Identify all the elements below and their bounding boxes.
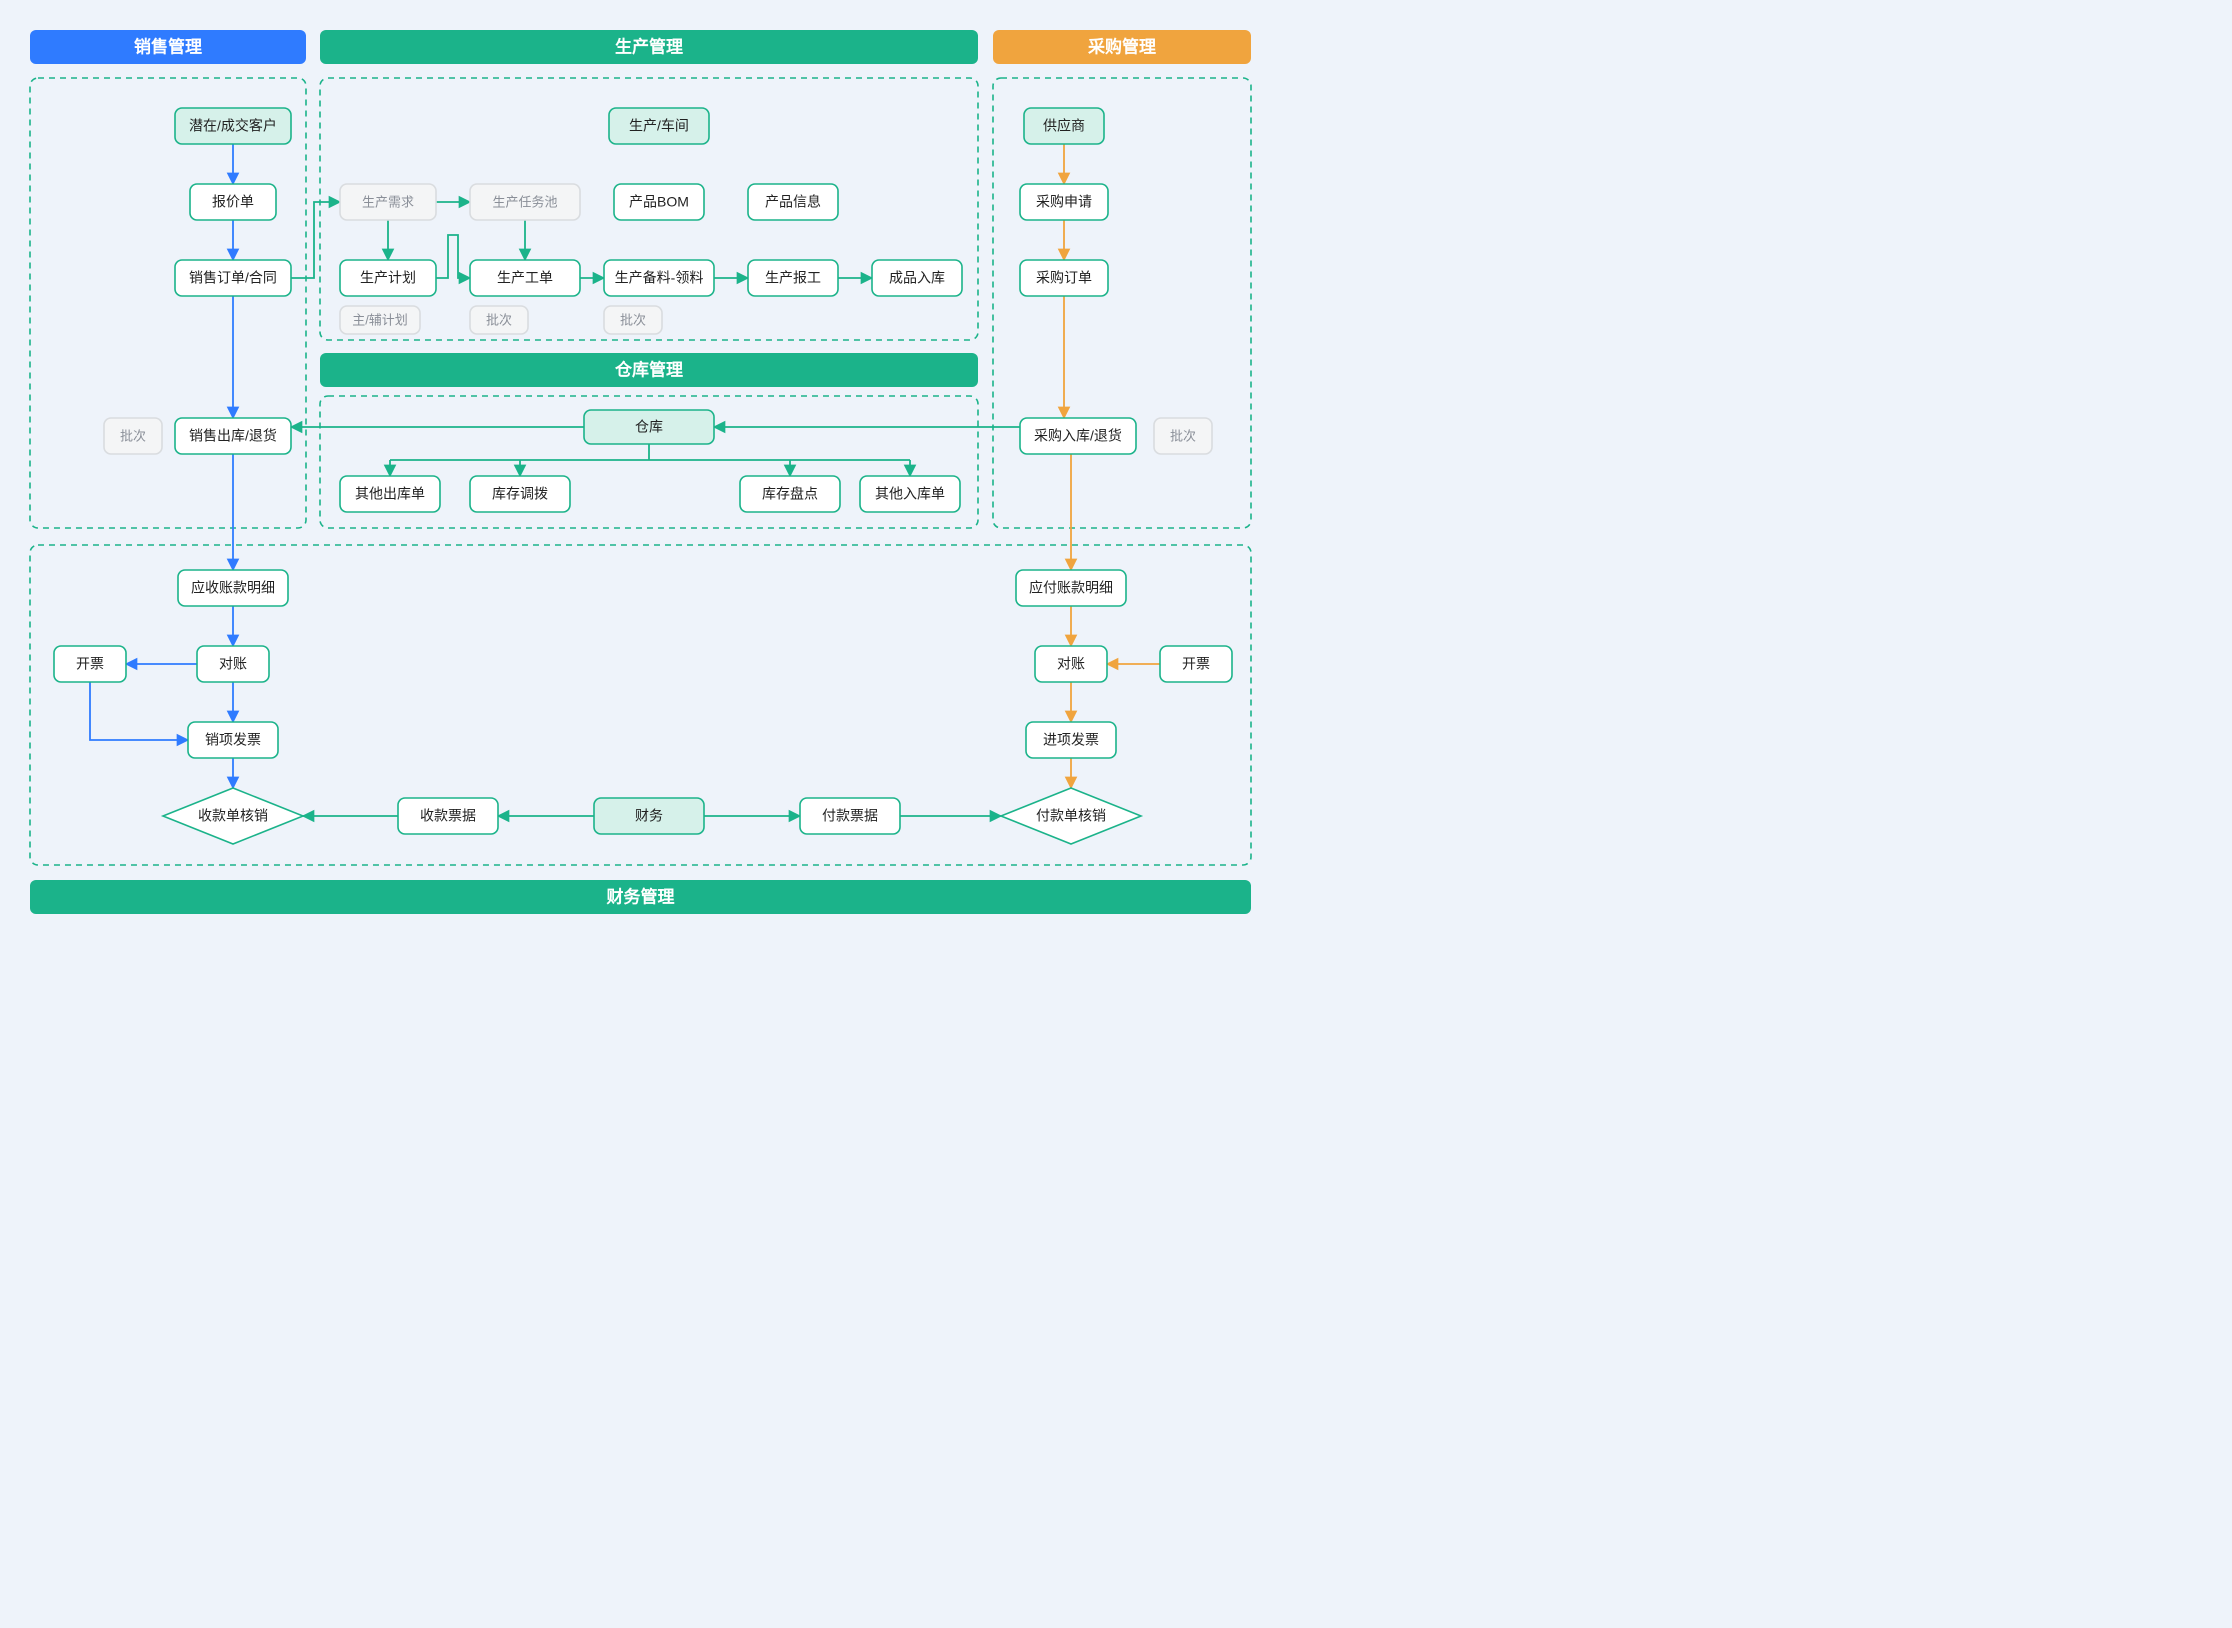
- node-g_batch_p: 批次: [1154, 418, 1212, 454]
- node-sinv: 销项发票: [188, 722, 278, 758]
- node-porder-label: 采购订单: [1036, 270, 1092, 286]
- hdr-prod: 生产管理: [320, 30, 978, 64]
- node-g_plan-label: 主/辅计划: [352, 312, 408, 327]
- hdr-finance: 财务管理: [30, 880, 1251, 914]
- node-quote-label: 报价单: [212, 194, 254, 210]
- node-srec-label: 对账: [219, 656, 247, 672]
- node-pinv-label: 进项发票: [1043, 732, 1099, 748]
- node-g_batch2: 批次: [604, 306, 662, 334]
- node-g_batch1: 批次: [470, 306, 528, 334]
- node-payt: 付款票据: [800, 798, 900, 834]
- node-prep: 生产报工: [748, 260, 838, 296]
- node-srec: 对账: [197, 646, 269, 682]
- node-pin: 成品入库: [872, 260, 962, 296]
- node-pdemand: 生产需求: [340, 184, 436, 220]
- node-prec: 对账: [1035, 646, 1107, 682]
- hdr-purchase-label: 采购管理: [1087, 36, 1156, 56]
- node-sorder: 销售订单/合同: [175, 260, 291, 296]
- node-ap: 应付账款明细: [1016, 570, 1126, 606]
- node-pplan-label: 生产计划: [360, 270, 416, 286]
- node-sorder-label: 销售订单/合同: [189, 270, 277, 286]
- node-pinfo-label: 产品信息: [765, 194, 821, 210]
- node-pin-label: 成品入库: [889, 270, 945, 286]
- node-papply: 采购申请: [1020, 184, 1108, 220]
- node-g_batch2-label: 批次: [620, 312, 646, 327]
- hdr-finance-label: 财务管理: [606, 886, 675, 906]
- hdr-sales: 销售管理: [30, 30, 306, 64]
- node-rcpt: 收款票据: [398, 798, 498, 834]
- node-finance: 财务: [594, 798, 704, 834]
- node-ap-label: 应付账款明细: [1029, 580, 1113, 596]
- hdr-prod-label: 生产管理: [615, 36, 683, 56]
- node-customer-label: 潜在/成交客户: [189, 118, 277, 134]
- node-prep-label: 生产报工: [765, 270, 821, 286]
- node-pdemand-label: 生产需求: [362, 194, 414, 209]
- node-wotherout-label: 其他出库单: [355, 486, 425, 502]
- node-rcpt-label: 收款票据: [420, 808, 476, 824]
- node-porder: 采购订单: [1020, 260, 1108, 296]
- node-ptaskpool: 生产任务池: [470, 184, 580, 220]
- node-workshop: 生产/车间: [609, 108, 709, 144]
- node-wotherin: 其他入库单: [860, 476, 960, 512]
- node-pbom: 产品BOM: [614, 184, 704, 220]
- node-quote: 报价单: [190, 184, 276, 220]
- node-warehouse-label: 仓库: [635, 419, 663, 435]
- node-sout: 销售出库/退货: [175, 418, 291, 454]
- node-g_batch_p-label: 批次: [1170, 428, 1196, 443]
- node-pwo: 生产工单: [470, 260, 580, 296]
- node-g_plan: 主/辅计划: [340, 306, 420, 334]
- node-pprep: 生产备料-领料: [604, 260, 714, 296]
- node-workshop-label: 生产/车间: [629, 118, 689, 134]
- node-pprep-label: 生产备料-领料: [615, 270, 704, 286]
- node-sinv-label: 销项发票: [205, 732, 261, 748]
- hdr-warehouse-label: 仓库管理: [614, 359, 683, 379]
- node-supplier: 供应商: [1024, 108, 1104, 144]
- node-sout-label: 销售出库/退货: [189, 428, 277, 444]
- node-wotherin-label: 其他入库单: [875, 486, 945, 502]
- node-customer: 潜在/成交客户: [175, 108, 291, 144]
- node-supplier-label: 供应商: [1043, 118, 1085, 134]
- hdr-warehouse: 仓库管理: [320, 353, 978, 387]
- node-pinware: 采购入库/退货: [1020, 418, 1136, 454]
- diamond-rcpt_wo-label: 收款单核销: [198, 808, 268, 824]
- node-finance-label: 财务: [635, 808, 663, 824]
- node-sinv_open-label: 开票: [76, 656, 104, 672]
- hdr-sales-label: 销售管理: [134, 36, 202, 56]
- node-pinv_open-label: 开票: [1182, 656, 1210, 672]
- node-pplan: 生产计划: [340, 260, 436, 296]
- node-wotherout: 其他出库单: [340, 476, 440, 512]
- diamond-pay_wo-label: 付款单核销: [1036, 808, 1106, 824]
- node-wcheck-label: 库存盘点: [762, 486, 818, 502]
- node-pbom-label: 产品BOM: [629, 194, 689, 210]
- node-sinv_open: 开票: [54, 646, 126, 682]
- node-pinfo: 产品信息: [748, 184, 838, 220]
- node-warehouse: 仓库: [584, 410, 714, 444]
- node-g_batch_s: 批次: [104, 418, 162, 454]
- node-payt-label: 付款票据: [822, 808, 878, 824]
- node-wcheck: 库存盘点: [740, 476, 840, 512]
- node-walloc: 库存调拨: [470, 476, 570, 512]
- hdr-purchase: 采购管理: [993, 30, 1251, 64]
- node-walloc-label: 库存调拨: [492, 486, 548, 502]
- node-papply-label: 采购申请: [1036, 194, 1092, 210]
- node-g_batch_s-label: 批次: [120, 428, 146, 443]
- node-pinv: 进项发票: [1026, 722, 1116, 758]
- node-prec-label: 对账: [1057, 656, 1085, 672]
- node-pinware-label: 采购入库/退货: [1034, 428, 1122, 444]
- node-g_batch1-label: 批次: [486, 312, 512, 327]
- node-pinv_open: 开票: [1160, 646, 1232, 682]
- node-pwo-label: 生产工单: [497, 270, 553, 286]
- node-ar-label: 应收账款明细: [191, 580, 275, 596]
- node-ptaskpool-label: 生产任务池: [492, 194, 557, 209]
- node-ar: 应收账款明细: [178, 570, 288, 606]
